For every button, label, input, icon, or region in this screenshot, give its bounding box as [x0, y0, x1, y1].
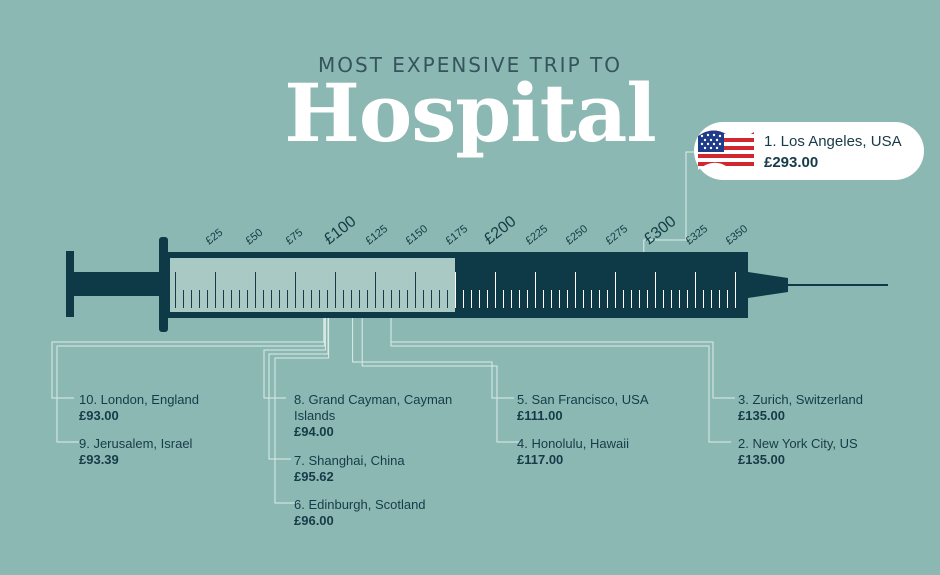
label-price-5: £111.00 [517, 408, 563, 423]
label-price-7: £95.62 [294, 469, 334, 484]
usa-flag-icon [698, 130, 754, 171]
label-5: 5. San Francisco, USA £111.00 [517, 392, 649, 424]
label-city-7: 7. Shanghai, China [294, 453, 405, 468]
label-2: 2. New York City, US £135.00 [738, 436, 858, 468]
scale-tick-labels: £25 £50 £75 £100 £125 £150 £175 £200 £225 £250 £27… [203, 213, 750, 248]
barrel-fill [170, 258, 455, 312]
syringe-tip [748, 272, 788, 298]
label-price-9: £93.39 [79, 452, 119, 467]
label-price-3: £135.00 [738, 408, 785, 423]
label-3: 3. Zurich, Switzerland £135.00 [738, 392, 863, 424]
scale-tick-label: £175 [443, 223, 470, 248]
scale-tick-label: £50 [243, 227, 265, 248]
scale-tick-label: £150 [403, 223, 430, 248]
leader-line-7 [268, 318, 329, 460]
leader-line-1 [643, 151, 694, 258]
top-callout: 1. Los Angeles, USA £293.00 [694, 122, 924, 180]
scale-tick-label: £25 [203, 227, 225, 248]
leader-line-4 [361, 318, 519, 443]
scale-tick-label: £100 [321, 213, 360, 248]
scale-tick-label: £75 [283, 227, 305, 248]
label-city-10: 10. London, England [79, 392, 199, 407]
scale-tick-label: £275 [603, 223, 630, 248]
plunger-rod [72, 272, 164, 296]
label-price-8: £94.00 [294, 424, 334, 439]
scale-tick-label: £225 [523, 223, 550, 248]
leader-line-9 [56, 318, 325, 443]
label-price-6: £96.00 [294, 513, 334, 528]
scale-tick-label: £125 [363, 223, 390, 248]
label-price-4: £117.00 [517, 452, 564, 467]
label-city-3: 3. Zurich, Switzerland [738, 392, 863, 407]
scale-ticks [175, 272, 736, 308]
label-6: 6. Edinburgh, Scotland £96.00 [294, 497, 426, 529]
leader-line-5 [352, 318, 514, 399]
label-city-5: 5. San Francisco, USA [517, 392, 649, 407]
label-price-1: £293.00 [764, 154, 819, 171]
chart-subtitle: MOST EXPENSIVE TRIP TO [318, 53, 622, 77]
label-9: 9. Jerusalem, Israel £93.39 [79, 436, 192, 468]
label-city-4: 4. Honolulu, Hawaii [517, 436, 630, 451]
label-7: 7. Shanghai, China £95.62 [294, 453, 405, 485]
plunger-thumb-rest [66, 251, 74, 317]
chart-title: Hospital [284, 66, 657, 160]
leader-line-8 [263, 318, 326, 399]
scale-tick-label: £300 [641, 213, 680, 248]
leader-line-2 [390, 318, 731, 443]
leader-lines [51, 151, 735, 504]
label-10: 10. London, England £93.00 [79, 392, 199, 424]
label-city-6: 6. Edinburgh, Scotland [294, 497, 426, 512]
scale-tick-label: £250 [563, 223, 590, 248]
scale-tick-label: £350 [723, 223, 750, 248]
label-price-2: £135.00 [738, 452, 785, 467]
label-price-10: £93.00 [79, 408, 119, 423]
scale-tick-label: £325 [683, 223, 710, 248]
leader-line-6 [274, 318, 330, 504]
leader-line-10 [51, 318, 325, 399]
label-4: 4. Honolulu, Hawaii £117.00 [517, 436, 629, 468]
leader-line-3 [390, 318, 735, 399]
label-8: 8. Grand Cayman, Cayman Islands £94.00 [294, 392, 454, 440]
label-city-2: 2. New York City, US [738, 436, 858, 451]
label-city-9: 9. Jerusalem, Israel [79, 436, 193, 451]
label-city-1: 1. Los Angeles, USA [764, 133, 902, 150]
label-city-8: 8. Grand Cayman, Cayman Islands [294, 392, 453, 423]
scale-tick-label: £200 [481, 213, 520, 248]
